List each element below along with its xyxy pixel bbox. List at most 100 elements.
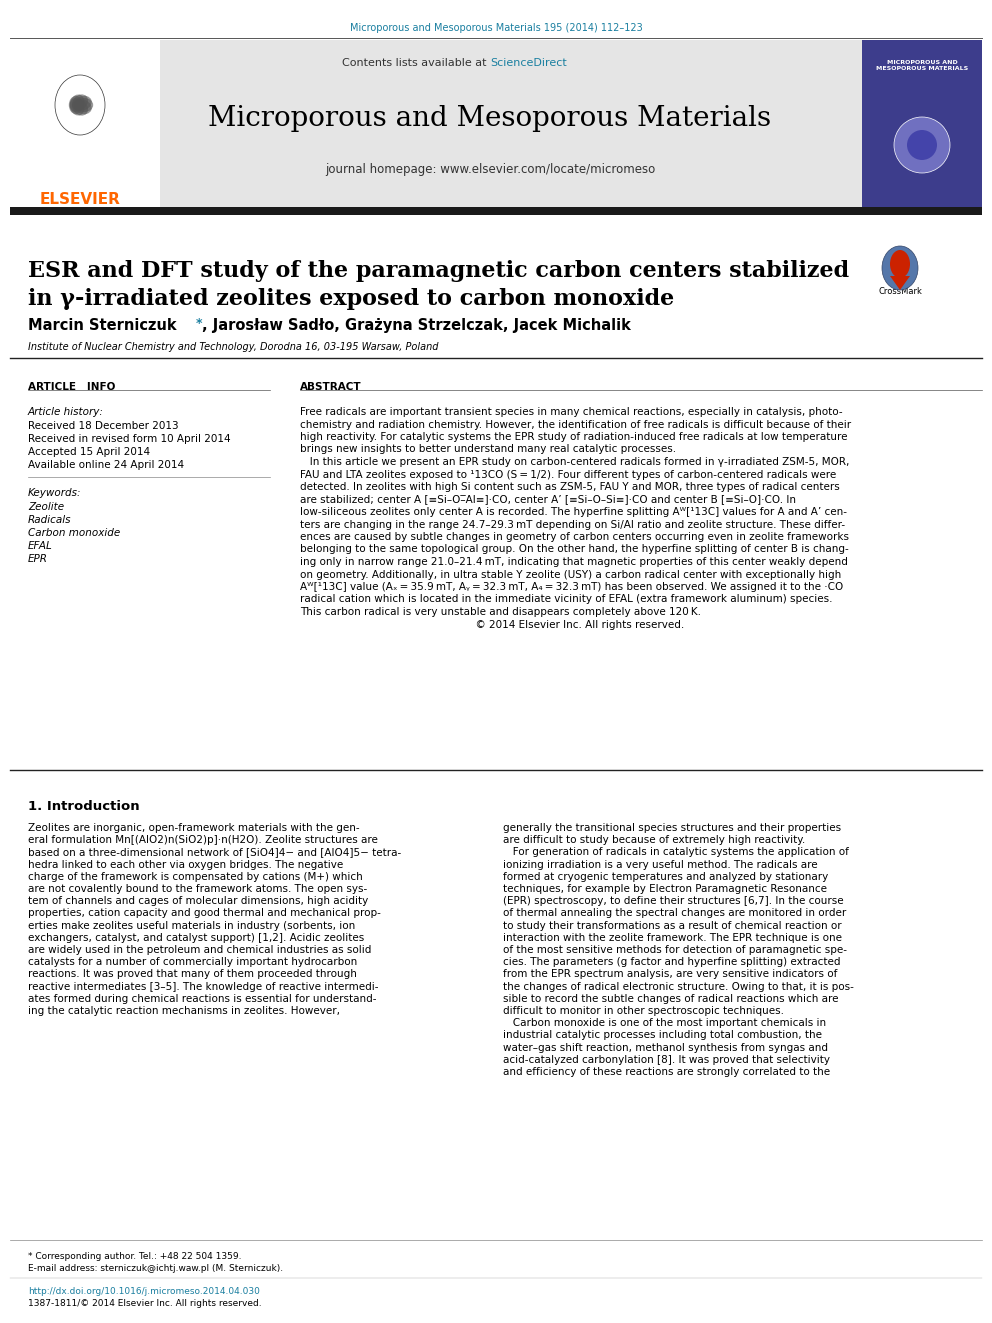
Text: techniques, for example by Electron Paramagnetic Resonance: techniques, for example by Electron Para… — [503, 884, 827, 894]
Text: journal homepage: www.elsevier.com/locate/micromeso: journal homepage: www.elsevier.com/locat… — [324, 163, 655, 176]
Text: Carbon monoxide: Carbon monoxide — [28, 528, 120, 538]
Text: Institute of Nuclear Chemistry and Technology, Dorodna 16, 03-195 Warsaw, Poland: Institute of Nuclear Chemistry and Techn… — [28, 343, 438, 352]
Text: Article history:: Article history: — [28, 407, 104, 417]
Text: chemistry and radiation chemistry. However, the identification of free radicals : chemistry and radiation chemistry. Howev… — [300, 419, 851, 430]
Circle shape — [894, 116, 950, 173]
Ellipse shape — [68, 97, 82, 114]
Text: Aᵂ[¹13C] value (Aₓ = 35.9 mT, Aᵧ = 32.3 mT, A₄ = 32.3 mT) has been observed. We : Aᵂ[¹13C] value (Aₓ = 35.9 mT, Aᵧ = 32.3 … — [300, 582, 843, 591]
Text: Microporous and Mesoporous Materials: Microporous and Mesoporous Materials — [208, 105, 772, 132]
Ellipse shape — [74, 99, 91, 114]
Text: http://dx.doi.org/10.1016/j.micromeso.2014.04.030: http://dx.doi.org/10.1016/j.micromeso.20… — [28, 1287, 260, 1297]
Text: Available online 24 April 2014: Available online 24 April 2014 — [28, 460, 185, 470]
Text: the changes of radical electronic structure. Owing to that, it is pos-: the changes of radical electronic struct… — [503, 982, 854, 992]
Bar — [862, 40, 982, 210]
Text: MICROPOROUS AND
MESOPOROUS MATERIALS: MICROPOROUS AND MESOPOROUS MATERIALS — [876, 60, 968, 71]
Text: reactive intermediates [3–5]. The knowledge of reactive intermedi-: reactive intermediates [3–5]. The knowle… — [28, 982, 379, 992]
Text: eral formulation Mn[(AlO2)n(SiO2)p]·n(H2O). Zeolite structures are: eral formulation Mn[(AlO2)n(SiO2)p]·n(H2… — [28, 835, 378, 845]
Text: Keywords:: Keywords: — [28, 488, 81, 497]
Text: Microporous and Mesoporous Materials 195 (2014) 112–123: Microporous and Mesoporous Materials 195… — [349, 22, 643, 33]
Text: CrossMark: CrossMark — [878, 287, 922, 296]
Text: are not covalently bound to the framework atoms. The open sys-: are not covalently bound to the framewor… — [28, 884, 367, 894]
Text: ing only in narrow range 21.0–21.4 mT, indicating that magnetic properties of th: ing only in narrow range 21.0–21.4 mT, i… — [300, 557, 848, 568]
Text: catalysts for a number of commercially important hydrocarbon: catalysts for a number of commercially i… — [28, 958, 357, 967]
Ellipse shape — [882, 246, 918, 290]
Text: tem of channels and cages of molecular dimensions, high acidity: tem of channels and cages of molecular d… — [28, 896, 368, 906]
Text: sible to record the subtle changes of radical reactions which are: sible to record the subtle changes of ra… — [503, 994, 838, 1004]
Ellipse shape — [75, 98, 93, 112]
Ellipse shape — [72, 99, 88, 115]
Text: 1387-1811/© 2014 Elsevier Inc. All rights reserved.: 1387-1811/© 2014 Elsevier Inc. All right… — [28, 1299, 262, 1308]
Ellipse shape — [890, 250, 910, 278]
Text: hedra linked to each other via oxygen bridges. The negative: hedra linked to each other via oxygen br… — [28, 860, 343, 869]
Text: industrial catalytic processes including total combustion, the: industrial catalytic processes including… — [503, 1031, 822, 1040]
Text: Carbon monoxide is one of the most important chemicals in: Carbon monoxide is one of the most impor… — [503, 1019, 826, 1028]
Text: For generation of radicals in catalytic systems the application of: For generation of radicals in catalytic … — [503, 848, 849, 857]
Text: Received in revised form 10 April 2014: Received in revised form 10 April 2014 — [28, 434, 230, 445]
Text: brings new insights to better understand many real catalytic processes.: brings new insights to better understand… — [300, 445, 677, 455]
Text: in γ-irradiated zeolites exposed to carbon monoxide: in γ-irradiated zeolites exposed to carb… — [28, 288, 675, 310]
Text: of thermal annealing the spectral changes are monitored in order: of thermal annealing the spectral change… — [503, 909, 846, 918]
Text: belonging to the same topological group. On the other hand, the hyperfine splitt: belonging to the same topological group.… — [300, 545, 849, 554]
Text: ESR and DFT study of the paramagnetic carbon centers stabilized: ESR and DFT study of the paramagnetic ca… — [28, 261, 849, 282]
Text: Free radicals are important transient species in many chemical reactions, especi: Free radicals are important transient sp… — [300, 407, 842, 417]
Text: ing the catalytic reaction mechanisms in zeolites. However,: ing the catalytic reaction mechanisms in… — [28, 1005, 340, 1016]
Text: water–gas shift reaction, methanol synthesis from syngas and: water–gas shift reaction, methanol synth… — [503, 1043, 828, 1053]
Text: FAU and LTA zeolites exposed to ¹13CO (S = 1/2). Four different types of carbon-: FAU and LTA zeolites exposed to ¹13CO (S… — [300, 470, 836, 479]
Text: are stabilized; center A [≡Si–O–̅Al≡]·CO, center A’ [≡Si–O–Si≡]·CO and center B : are stabilized; center A [≡Si–O–̅Al≡]·CO… — [300, 495, 796, 504]
Text: based on a three-dimensional network of [SiO4]4− and [AlO4]5− tetra-: based on a three-dimensional network of … — [28, 848, 401, 857]
Bar — [10, 40, 982, 210]
Polygon shape — [890, 277, 910, 290]
Text: ARTICLE   INFO: ARTICLE INFO — [28, 382, 115, 392]
Text: ELSEVIER: ELSEVIER — [40, 192, 120, 206]
Text: * Corresponding author. Tel.: +48 22 504 1359.: * Corresponding author. Tel.: +48 22 504… — [28, 1252, 241, 1261]
Text: Accepted 15 April 2014: Accepted 15 April 2014 — [28, 447, 150, 456]
Text: ionizing irradiation is a very useful method. The radicals are: ionizing irradiation is a very useful me… — [503, 860, 817, 869]
Text: This carbon radical is very unstable and disappears completely above 120 K.: This carbon radical is very unstable and… — [300, 607, 701, 617]
Text: E-mail address: sterniczuk@ichtj.waw.pl (M. Sterniczuk).: E-mail address: sterniczuk@ichtj.waw.pl … — [28, 1263, 283, 1273]
Bar — [10, 206, 982, 216]
Text: formed at cryogenic temperatures and analyzed by stationary: formed at cryogenic temperatures and ana… — [503, 872, 828, 882]
Text: are widely used in the petroleum and chemical industries as solid: are widely used in the petroleum and che… — [28, 945, 371, 955]
Text: Zeolite: Zeolite — [28, 501, 64, 512]
Text: reactions. It was proved that many of them proceeded through: reactions. It was proved that many of th… — [28, 970, 357, 979]
Text: exchangers, catalyst, and catalyst support) [1,2]. Acidic zeolites: exchangers, catalyst, and catalyst suppo… — [28, 933, 364, 943]
Text: interaction with the zeolite framework. The EPR technique is one: interaction with the zeolite framework. … — [503, 933, 842, 943]
Text: generally the transitional species structures and their properties: generally the transitional species struc… — [503, 823, 841, 833]
Text: © 2014 Elsevier Inc. All rights reserved.: © 2014 Elsevier Inc. All rights reserved… — [300, 619, 684, 630]
Text: Radicals: Radicals — [28, 515, 71, 525]
Text: ates formed during chemical reactions is essential for understand-: ates formed during chemical reactions is… — [28, 994, 377, 1004]
Text: to study their transformations as a result of chemical reaction or: to study their transformations as a resu… — [503, 921, 841, 930]
Text: Marcin Sterniczuk: Marcin Sterniczuk — [28, 318, 177, 333]
Text: *: * — [196, 318, 202, 329]
Circle shape — [907, 130, 937, 160]
Text: on geometry. Additionally, in ultra stable Y zeolite (USY) a carbon radical cent: on geometry. Additionally, in ultra stab… — [300, 569, 841, 579]
Ellipse shape — [72, 94, 88, 111]
Text: acid-catalyzed carbonylation [8]. It was proved that selectivity: acid-catalyzed carbonylation [8]. It was… — [503, 1054, 830, 1065]
Text: ScienceDirect: ScienceDirect — [490, 58, 566, 67]
Text: ters are changing in the range 24.7–29.3 mT depending on Si/Al ratio and zeolite: ters are changing in the range 24.7–29.3… — [300, 520, 845, 529]
Text: Zeolites are inorganic, open-framework materials with the gen-: Zeolites are inorganic, open-framework m… — [28, 823, 360, 833]
Text: Contents lists available at: Contents lists available at — [342, 58, 490, 67]
Text: of the most sensitive methods for detection of paramagnetic spe-: of the most sensitive methods for detect… — [503, 945, 847, 955]
Text: EPR: EPR — [28, 554, 48, 564]
Text: are difficult to study because of extremely high reactivity.: are difficult to study because of extrem… — [503, 835, 806, 845]
Text: erties make zeolites useful materials in industry (sorbents, ion: erties make zeolites useful materials in… — [28, 921, 355, 930]
Text: ences are caused by subtle changes in geometry of carbon centers occurring even : ences are caused by subtle changes in ge… — [300, 532, 849, 542]
Text: difficult to monitor in other spectroscopic techniques.: difficult to monitor in other spectrosco… — [503, 1005, 784, 1016]
Text: cies. The parameters (g factor and hyperfine splitting) extracted: cies. The parameters (g factor and hyper… — [503, 958, 840, 967]
Text: Received 18 December 2013: Received 18 December 2013 — [28, 421, 179, 431]
Text: EFAL: EFAL — [28, 541, 53, 550]
Bar — [10, 40, 160, 210]
Text: 1. Introduction: 1. Introduction — [28, 800, 140, 814]
Text: (EPR) spectroscopy, to define their structures [6,7]. In the course: (EPR) spectroscopy, to define their stru… — [503, 896, 843, 906]
Ellipse shape — [69, 98, 84, 115]
Text: , Jarosław Sadło, Grażyna Strzelczak, Jacek Michalik: , Jarosław Sadło, Grażyna Strzelczak, Ja… — [202, 318, 631, 333]
Text: and efficiency of these reactions are strongly correlated to the: and efficiency of these reactions are st… — [503, 1068, 830, 1077]
Ellipse shape — [74, 95, 91, 111]
Ellipse shape — [69, 94, 84, 112]
Text: from the EPR spectrum analysis, are very sensitive indicators of: from the EPR spectrum analysis, are very… — [503, 970, 837, 979]
Text: radical cation which is located in the immediate vicinity of EFAL (extra framewo: radical cation which is located in the i… — [300, 594, 832, 605]
Text: charge of the framework is compensated by cations (M+) which: charge of the framework is compensated b… — [28, 872, 363, 882]
Text: In this article we present an EPR study on carbon-centered radicals formed in γ-: In this article we present an EPR study … — [300, 456, 849, 467]
Text: ABSTRACT: ABSTRACT — [300, 382, 362, 392]
